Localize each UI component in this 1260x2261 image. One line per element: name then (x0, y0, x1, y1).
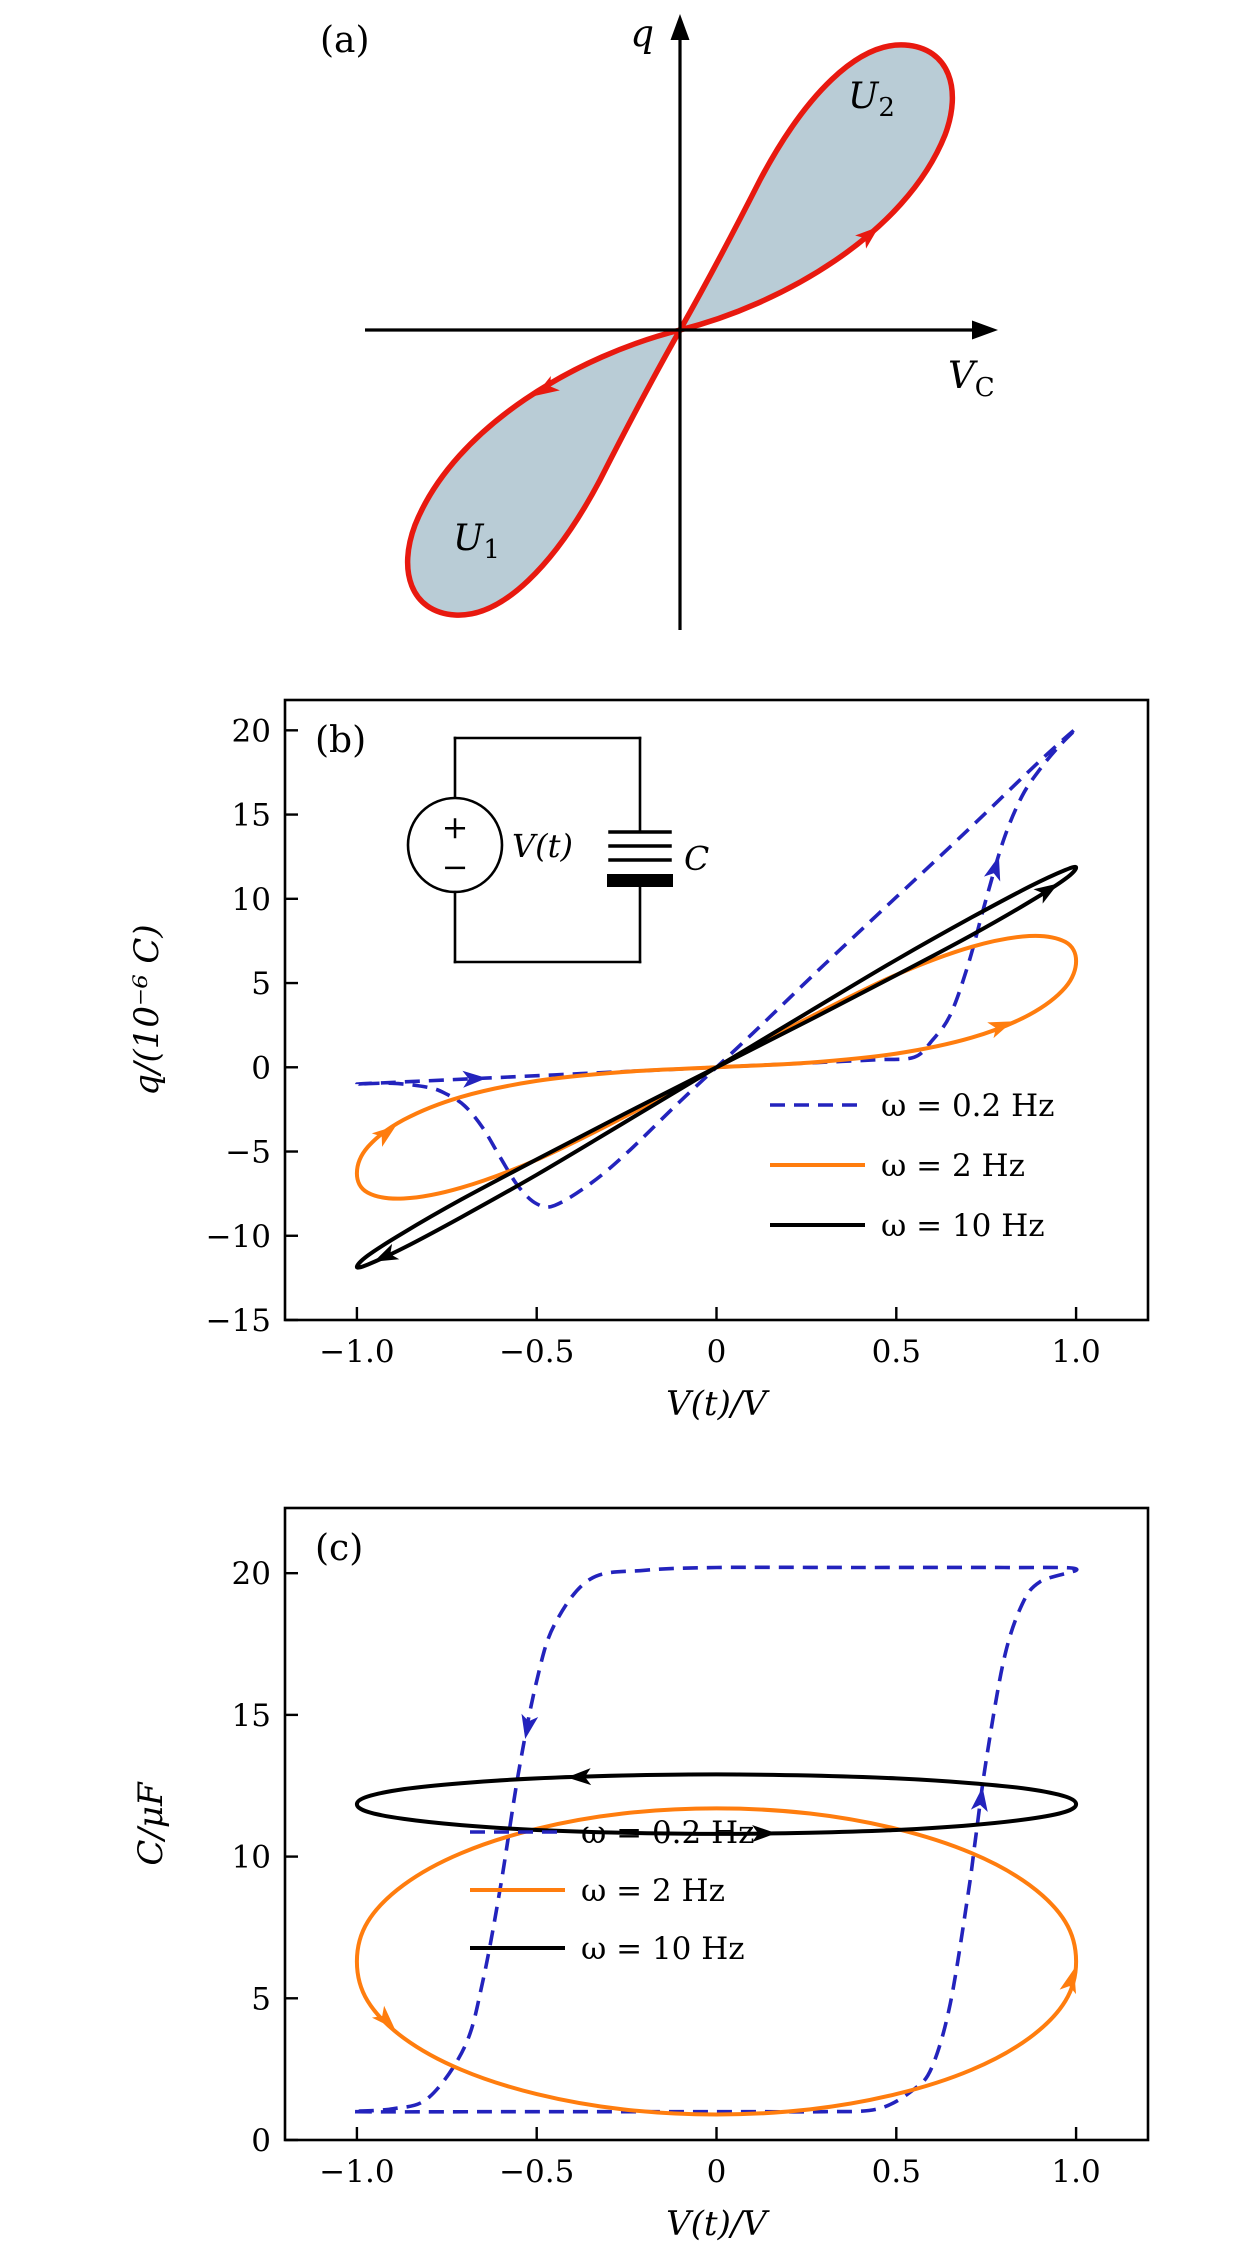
y-axis-label: C/μF (131, 1781, 171, 1866)
series-direction-arrow (752, 1825, 777, 1843)
panel-label: (b) (315, 720, 366, 761)
y-axis-arrow-icon (670, 14, 690, 40)
legend-label: ω = 10 Hz (881, 1208, 1045, 1244)
y-tick-label: 10 (232, 1840, 271, 1876)
y-tick-label: −10 (206, 1219, 271, 1255)
series-direction-arrow (373, 1243, 400, 1262)
series-direction-arrow (566, 1768, 592, 1786)
x-tick-label: −1.0 (319, 1334, 394, 1370)
series-direction-arrow (983, 856, 1001, 882)
capacitor-label: C (684, 839, 709, 878)
y-tick-label: 5 (251, 1981, 271, 2017)
series-line (351, 1565, 1079, 2114)
x-tick-label: 1.0 (1051, 1334, 1100, 1370)
panel-b: −1.0 −0.5 0 0.5 1.0 −15 −10 −5 0 5 10 15 20 ω = 0.2 H… (127, 698, 1150, 1424)
capacitor-bottom-plate (607, 874, 673, 887)
x-tick-label: 0.5 (872, 1334, 921, 1370)
x-tick-label: 0 (707, 2154, 727, 2190)
series-direction-arrow (521, 1713, 539, 1739)
x-axis-label: VC (948, 354, 995, 403)
plot-area-b: −1.0 −0.5 0 0.5 1.0 −15 −10 −5 0 5 10 15 20 ω = 0.2 H… (127, 698, 1150, 1424)
loop-direction-arrow-upper (855, 226, 879, 249)
panel-label: (c) (315, 1528, 363, 1569)
y-tick-label: −15 (206, 1303, 271, 1339)
x-axis-label: V(t)/V (666, 2204, 770, 2244)
y-axis-label: q/(10⁻⁶ C) (127, 924, 167, 1095)
series-direction-arrow (371, 2005, 395, 2029)
series-direction-arrow (371, 1125, 397, 1147)
plot-area-c: −1.0 −0.5 0 0.5 1.0 0 5 10 15 20 ω = 0.2 Hz ω = 2 H… (131, 1506, 1150, 2244)
panel-a: (a) q VC U2 U1 (320, 12, 998, 630)
y-tick-label: 20 (232, 713, 271, 749)
series-line (354, 1772, 1079, 1836)
series-direction-arrow (462, 1070, 487, 1088)
x-tick-label: −0.5 (499, 2154, 574, 2190)
series-direction-arrow (970, 1787, 988, 1812)
y-tick-label: 15 (232, 1698, 271, 1734)
legend-label: ω = 0.2 Hz (581, 1815, 754, 1851)
series-direction-arrow (987, 1021, 1013, 1039)
x-tick-label: −0.5 (499, 1334, 574, 1370)
series-line (354, 864, 1079, 1270)
x-tick-label: 0 (707, 1334, 727, 1370)
legend-label: ω = 2 Hz (881, 1148, 1025, 1184)
panel-c: −1.0 −0.5 0 0.5 1.0 0 5 10 15 20 ω = 0.2 Hz ω = 2 H… (131, 1506, 1150, 2244)
legend-label: ω = 2 Hz (581, 1873, 725, 1909)
x-tick-label: 1.0 (1051, 2154, 1100, 2190)
x-axis-arrow-icon (972, 320, 998, 340)
y-tick-label: 20 (232, 1556, 271, 1592)
series-direction-arrow (1059, 1968, 1077, 1995)
y-tick-label: 0 (251, 1050, 271, 1086)
y-tick-label: 15 (232, 798, 271, 834)
source-label: V(t) (512, 827, 573, 865)
source-minus-sign: − (442, 848, 469, 886)
circuit-inset: + − V(t) C (406, 736, 709, 964)
series-direction-arrow (1033, 883, 1059, 904)
series-line (355, 726, 1079, 1209)
panel-label: (a) (320, 20, 370, 61)
x-tick-label: 0.5 (872, 2154, 921, 2190)
legend-label: ω = 10 Hz (581, 1931, 745, 1967)
y-tick-label: 0 (251, 2123, 271, 2159)
loop-direction-arrow-lower (534, 375, 560, 396)
x-tick-label: −1.0 (319, 2154, 394, 2190)
y-tick-label: −5 (225, 1135, 271, 1171)
x-axis-label: V(t)/V (666, 1384, 770, 1424)
lobe-label-u1: U1 (453, 518, 500, 565)
lobe-label-u2: U2 (848, 76, 895, 123)
y-axis-label: q (630, 12, 654, 55)
source-plus-sign: + (442, 808, 469, 846)
y-tick-label: 10 (232, 882, 271, 918)
series-line (354, 1806, 1079, 2117)
legend-label: ω = 0.2 Hz (881, 1088, 1054, 1124)
y-tick-label: 5 (251, 966, 271, 1002)
